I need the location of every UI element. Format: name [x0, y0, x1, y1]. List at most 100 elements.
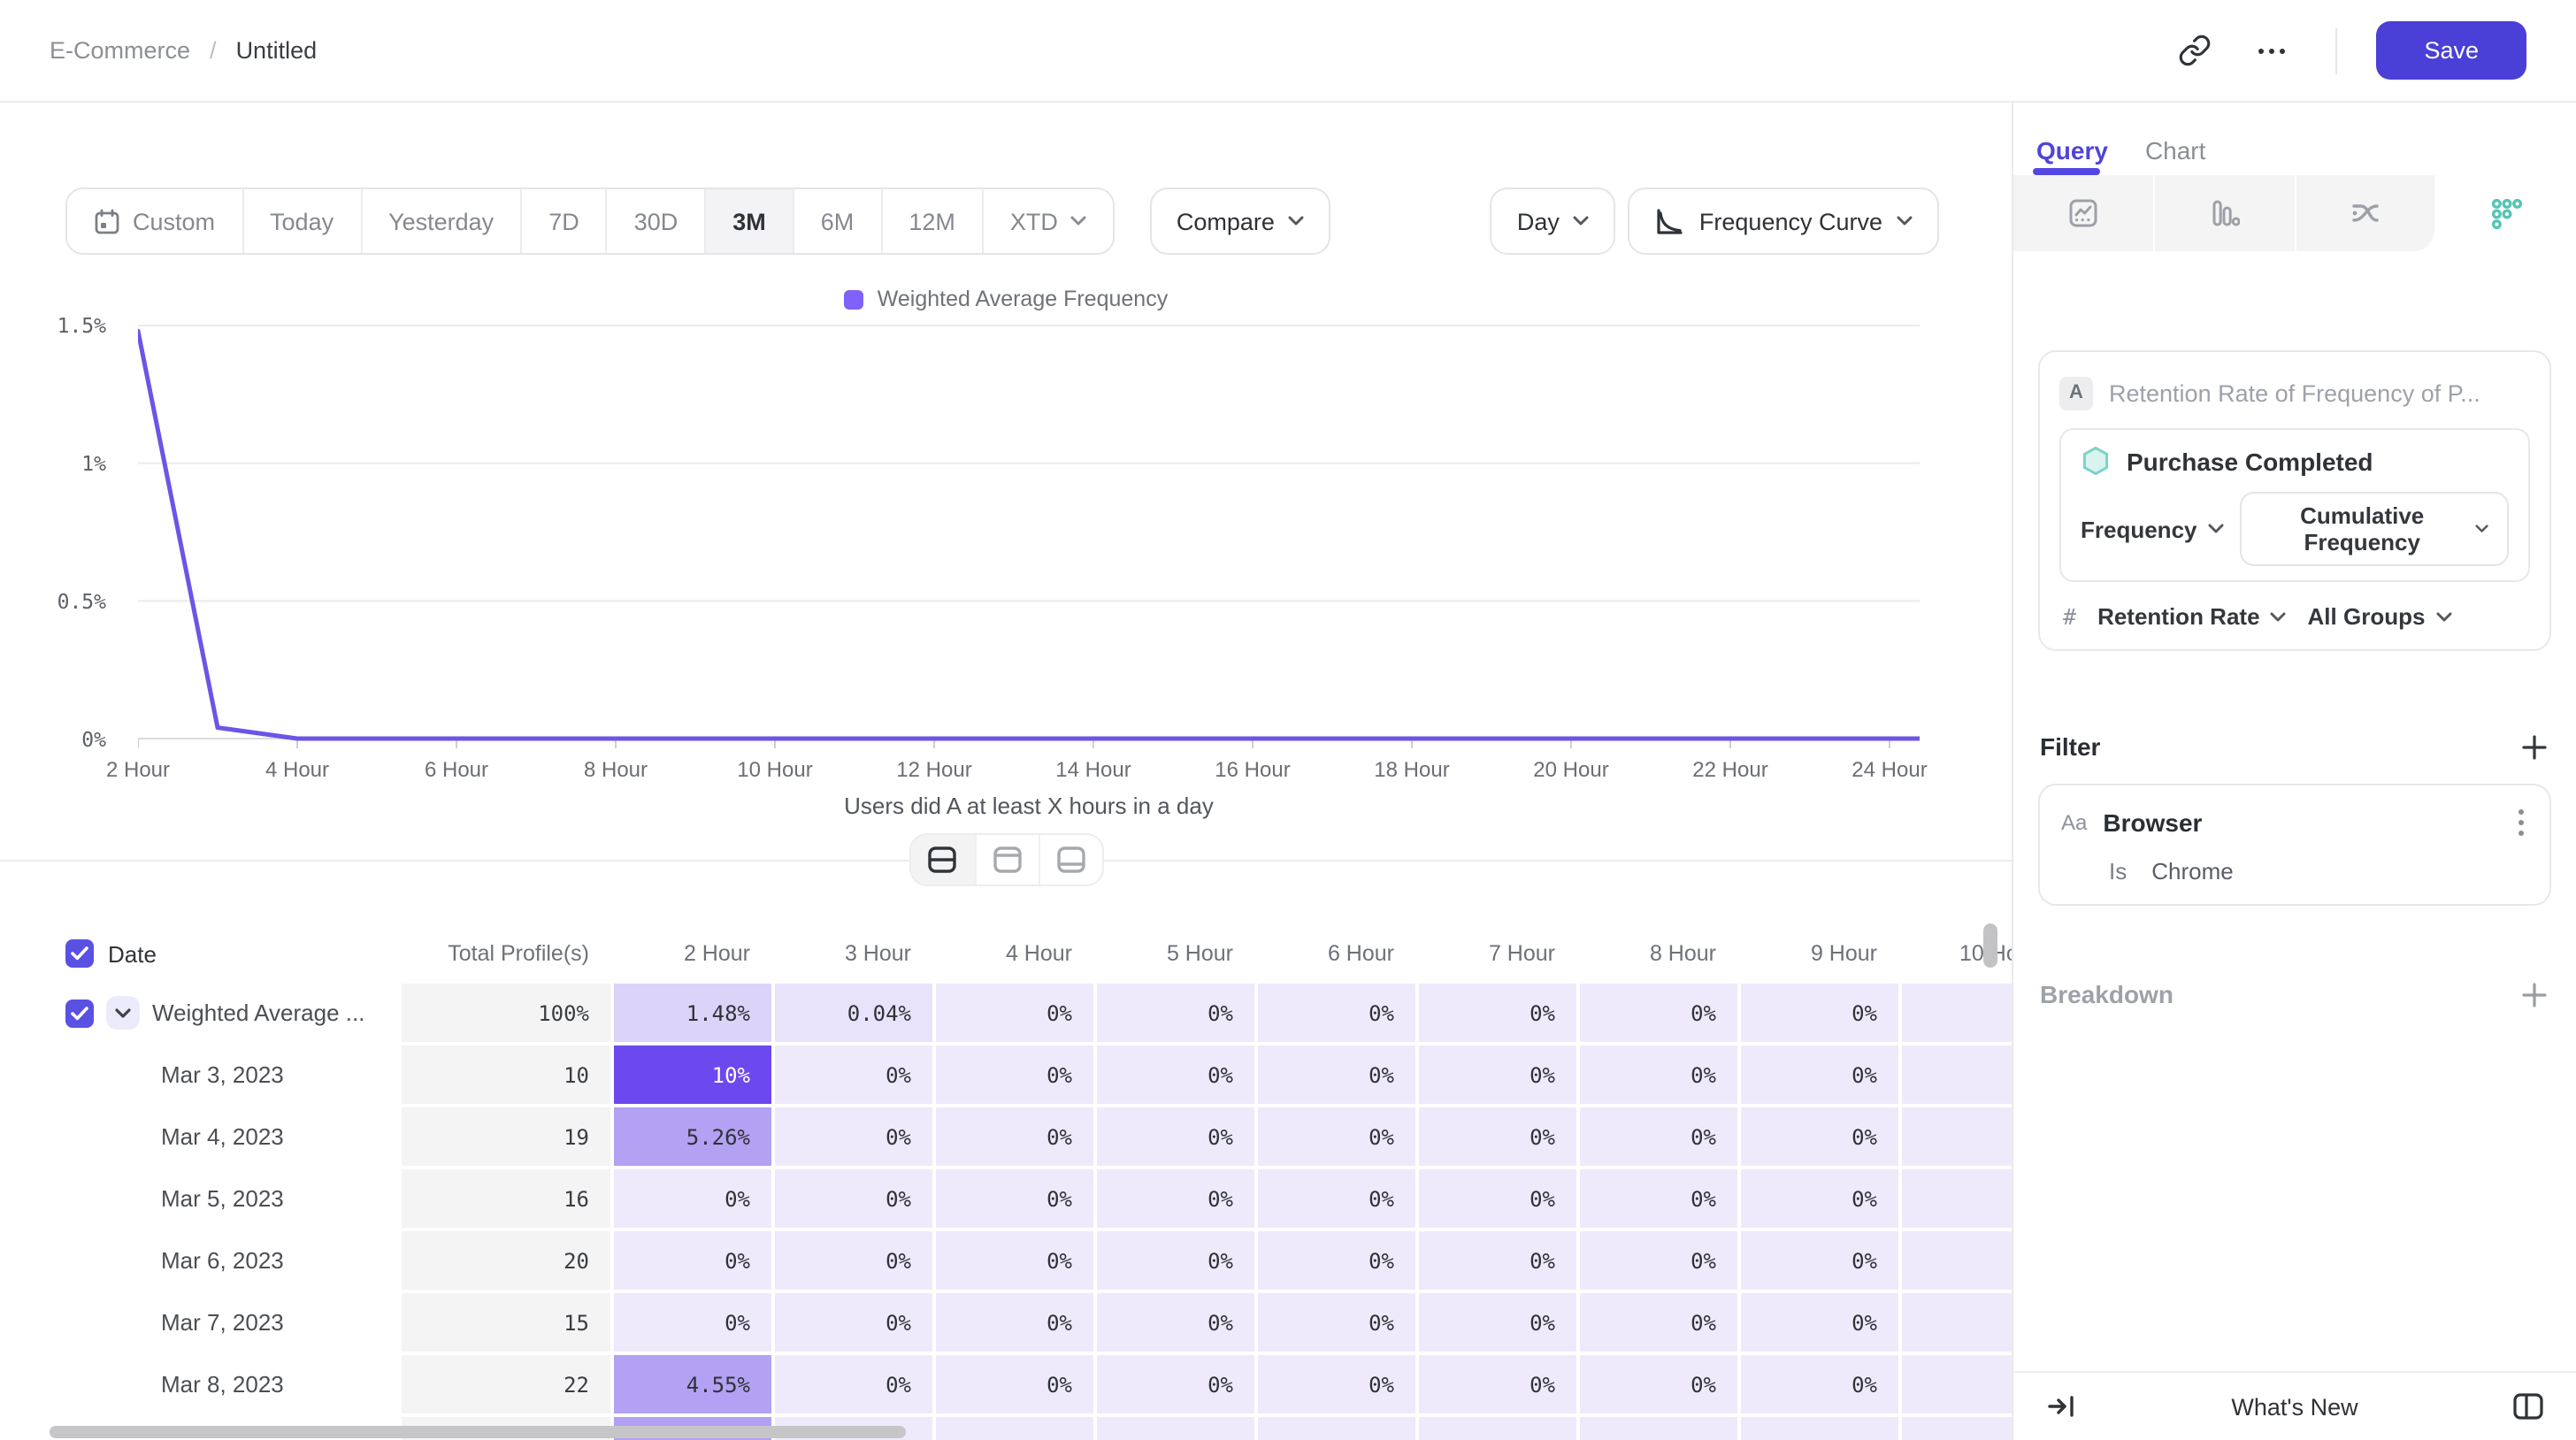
value-cell: 0%	[775, 1293, 932, 1352]
active-tab-underline	[2033, 168, 2100, 175]
row-label-cell: Weighted Average ...	[0, 984, 398, 1042]
range-12m[interactable]: 12M	[880, 189, 982, 253]
value-cell: 0%	[1258, 1355, 1415, 1413]
range-yesterday[interactable]: Yesterday	[360, 189, 521, 253]
event-row[interactable]: Purchase Completed	[2081, 444, 2509, 479]
value-cell: 10%	[614, 1046, 771, 1104]
save-button[interactable]: Save	[2376, 21, 2526, 80]
row-label-cell: Mar 7, 2023	[0, 1293, 398, 1352]
view-tab-bars[interactable]	[2152, 175, 2294, 251]
range-custom[interactable]: Custom	[67, 189, 242, 253]
tab-query[interactable]: Query	[2036, 124, 2108, 175]
range-label: 12M	[908, 208, 955, 234]
layout-table-only-button[interactable]	[1038, 835, 1101, 885]
column-header: 5 Hour	[1166, 941, 1233, 966]
table-vertical-scrollbar[interactable]	[1983, 923, 1997, 968]
value-cell	[1902, 1417, 2012, 1440]
whats-new-link[interactable]: What's New	[2231, 1393, 2358, 1420]
measure-dropdown[interactable]: Retention Rate	[2097, 603, 2287, 630]
x-axis-tick-label: 12 Hour	[896, 757, 972, 782]
filter-item-card: Aa Browser Is Chrome	[2038, 784, 2551, 906]
add-breakdown-button[interactable]	[2521, 981, 2548, 1007]
range-3m[interactable]: 3M	[704, 189, 793, 253]
frequency-chart: 1.5% 1% 0.5% 0%	[58, 313, 1920, 754]
select-all-checkbox[interactable]	[65, 939, 94, 968]
filter-operator[interactable]: Is	[2109, 858, 2128, 885]
kebab-icon	[2518, 809, 2524, 836]
value-cell: 0%	[1580, 1046, 1737, 1104]
value-cell: 0%	[936, 1169, 1093, 1228]
layout-split-view-button[interactable]	[910, 835, 974, 885]
value-cell: 1.48%	[614, 984, 771, 1042]
x-axis-tick-label: 18 Hour	[1374, 757, 1450, 782]
layout-panel-button[interactable]	[2503, 1382, 2553, 1431]
more-options-button[interactable]	[2247, 26, 2296, 75]
column-header: 2 Hour	[683, 941, 750, 966]
breadcrumb-parent[interactable]: E-Commerce	[50, 37, 191, 64]
table-row[interactable]: Weighted Average ... 100% 1.48% 0.04% 0% 0% 0%…	[0, 984, 2012, 1042]
value-cell	[1741, 1417, 1898, 1440]
bar-chart-icon	[2212, 200, 2240, 226]
series-row[interactable]: A Retention Rate of Frequency of P...	[2059, 371, 2530, 414]
range-label: 6M	[820, 208, 855, 234]
frequency-type-dropdown[interactable]: Cumulative Frequency	[2239, 492, 2509, 566]
value-cell: 0%	[936, 1231, 1093, 1290]
breadcrumb-current[interactable]: Untitled	[235, 37, 318, 64]
frequency-label: Frequency	[2081, 516, 2197, 542]
range-today[interactable]: Today	[242, 189, 361, 253]
calendar-icon	[95, 208, 119, 234]
total-profiles-cell: 16	[402, 1169, 610, 1228]
range-30d[interactable]: 30D	[605, 189, 705, 253]
add-filter-button[interactable]	[2521, 733, 2548, 760]
value-cell: 0%	[614, 1169, 771, 1228]
range-6m[interactable]: 6M	[792, 189, 881, 253]
value-cell: 5.26%	[614, 1107, 771, 1166]
filter-property-row[interactable]: Aa Browser	[2061, 805, 2528, 840]
view-tab-retention[interactable]	[2434, 175, 2576, 251]
filter-menu-button[interactable]	[2514, 805, 2528, 840]
tab-chart[interactable]: Chart	[2145, 124, 2205, 175]
value-cell: 0%	[1419, 1231, 1576, 1290]
filter-value[interactable]: Chrome	[2151, 858, 2234, 885]
value-cell: 0%	[614, 1231, 771, 1290]
expand-row-button[interactable]	[106, 996, 140, 1030]
collapse-panel-button[interactable]	[2036, 1382, 2086, 1431]
event-name: Purchase Completed	[2127, 448, 2373, 476]
chart-type-dropdown[interactable]: Frequency Curve	[1628, 188, 1939, 255]
range-7d[interactable]: 7D	[520, 189, 606, 253]
copy-link-button[interactable]	[2169, 26, 2219, 75]
view-tab-flows[interactable]	[2294, 175, 2435, 251]
row-checkbox[interactable]	[65, 999, 94, 1027]
value-cell: 0%	[936, 1293, 1093, 1352]
value-cell: 0%	[936, 1355, 1093, 1413]
value-cell: 0%	[1741, 1355, 1898, 1413]
bottom-panel-icon	[1056, 846, 1085, 873]
range-xtd[interactable]: XTD	[981, 189, 1113, 253]
view-tab-insights[interactable]	[2013, 175, 2153, 251]
y-axis-labels: 1.5% 1% 0.5% 0%	[0, 313, 113, 754]
total-profiles-cell: 15	[402, 1293, 610, 1352]
filter-condition-row: Is Chrome	[2061, 858, 2528, 885]
table-header-row: Date Total Profile(s) 2 Hour 3 Hour 4 Hour 5 …	[0, 931, 2012, 977]
compare-button[interactable]: Compare	[1149, 188, 1331, 255]
frequency-dropdown[interactable]: Frequency	[2081, 516, 2224, 542]
granularity-dropdown[interactable]: Day	[1490, 188, 1616, 255]
x-axis-tick-label: 20 Hour	[1533, 757, 1609, 782]
layout-chart-only-button[interactable]	[974, 835, 1038, 885]
insights-chart-icon	[2069, 199, 2097, 227]
row-label-cell: Mar 4, 2023	[0, 1107, 398, 1166]
row-label: Mar 7, 2023	[161, 1309, 284, 1336]
chevron-down-icon	[2271, 611, 2287, 621]
column-header: 4 Hour	[1005, 941, 1072, 966]
value-cell: 0%	[1580, 1355, 1737, 1413]
table-horizontal-scrollbar[interactable]	[50, 1426, 906, 1438]
chart-legend[interactable]: Weighted Average Frequency	[0, 287, 2012, 311]
value-cell: 0%	[614, 1293, 771, 1352]
groups-dropdown[interactable]: All Groups	[2308, 603, 2452, 630]
